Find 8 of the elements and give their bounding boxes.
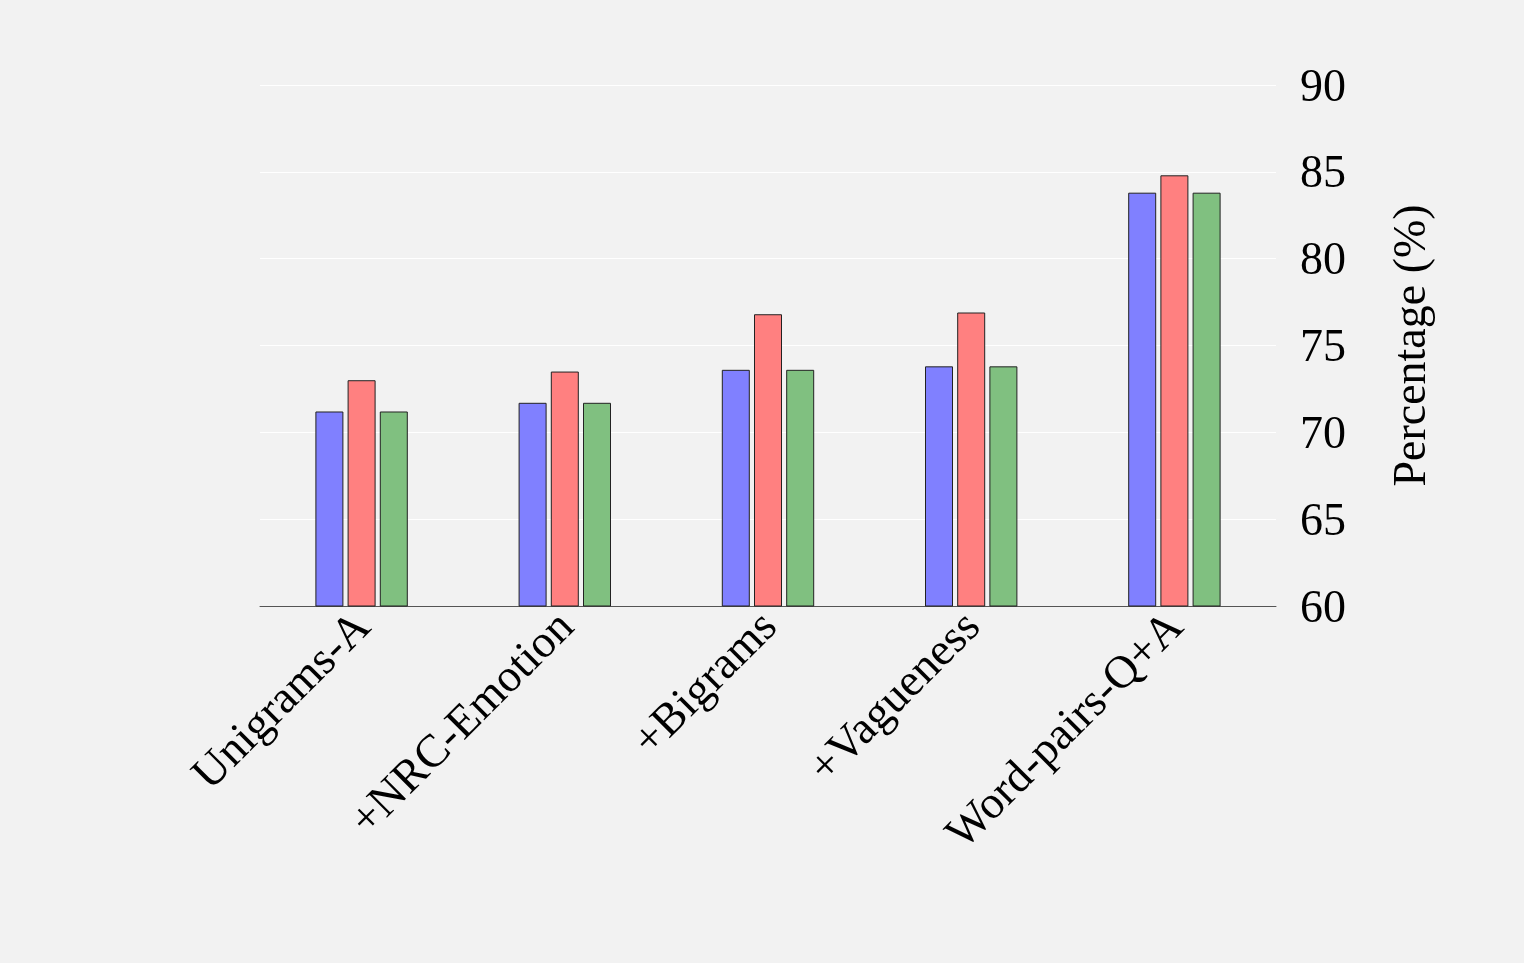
y-tick-label: 85 bbox=[1300, 146, 1346, 198]
y-tick-label: 70 bbox=[1300, 406, 1346, 458]
y-tick-label: 65 bbox=[1300, 493, 1346, 545]
y-axis-title: Percentage (%) bbox=[1383, 204, 1435, 487]
y-tick-label: 80 bbox=[1300, 233, 1346, 285]
y-tick-label: 75 bbox=[1300, 320, 1346, 371]
y-tick-label: 60 bbox=[1300, 580, 1346, 632]
y-tick-label: 90 bbox=[1300, 59, 1346, 111]
